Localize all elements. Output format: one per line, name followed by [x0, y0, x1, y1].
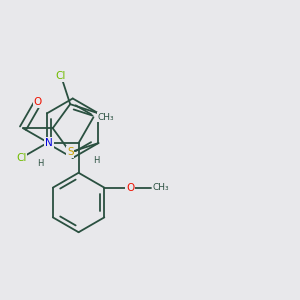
Text: S: S [67, 147, 74, 157]
Text: O: O [126, 183, 134, 193]
Text: O: O [34, 97, 42, 107]
Text: H: H [37, 159, 43, 168]
Text: CH₃: CH₃ [98, 113, 114, 122]
Text: H: H [93, 156, 100, 165]
Text: Cl: Cl [16, 153, 26, 163]
Text: N: N [45, 138, 53, 148]
Text: Cl: Cl [56, 71, 66, 81]
Text: CH₃: CH₃ [153, 183, 169, 192]
